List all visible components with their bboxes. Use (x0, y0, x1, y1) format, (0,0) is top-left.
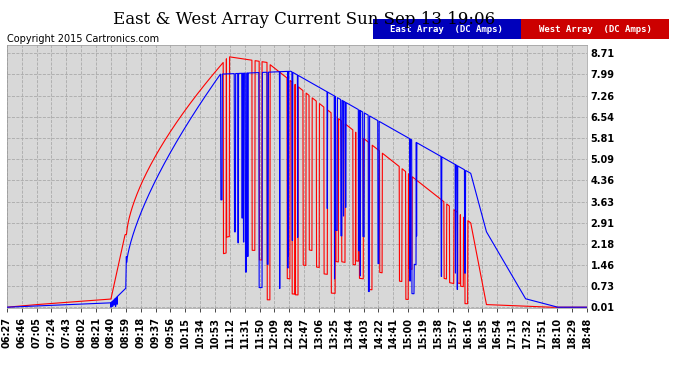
Text: Copyright 2015 Cartronics.com: Copyright 2015 Cartronics.com (7, 34, 159, 44)
Text: East & West Array Current Sun Sep 13 19:06: East & West Array Current Sun Sep 13 19:… (112, 11, 495, 28)
Text: East Array  (DC Amps): East Array (DC Amps) (391, 25, 503, 34)
Text: West Array  (DC Amps): West Array (DC Amps) (539, 25, 651, 34)
